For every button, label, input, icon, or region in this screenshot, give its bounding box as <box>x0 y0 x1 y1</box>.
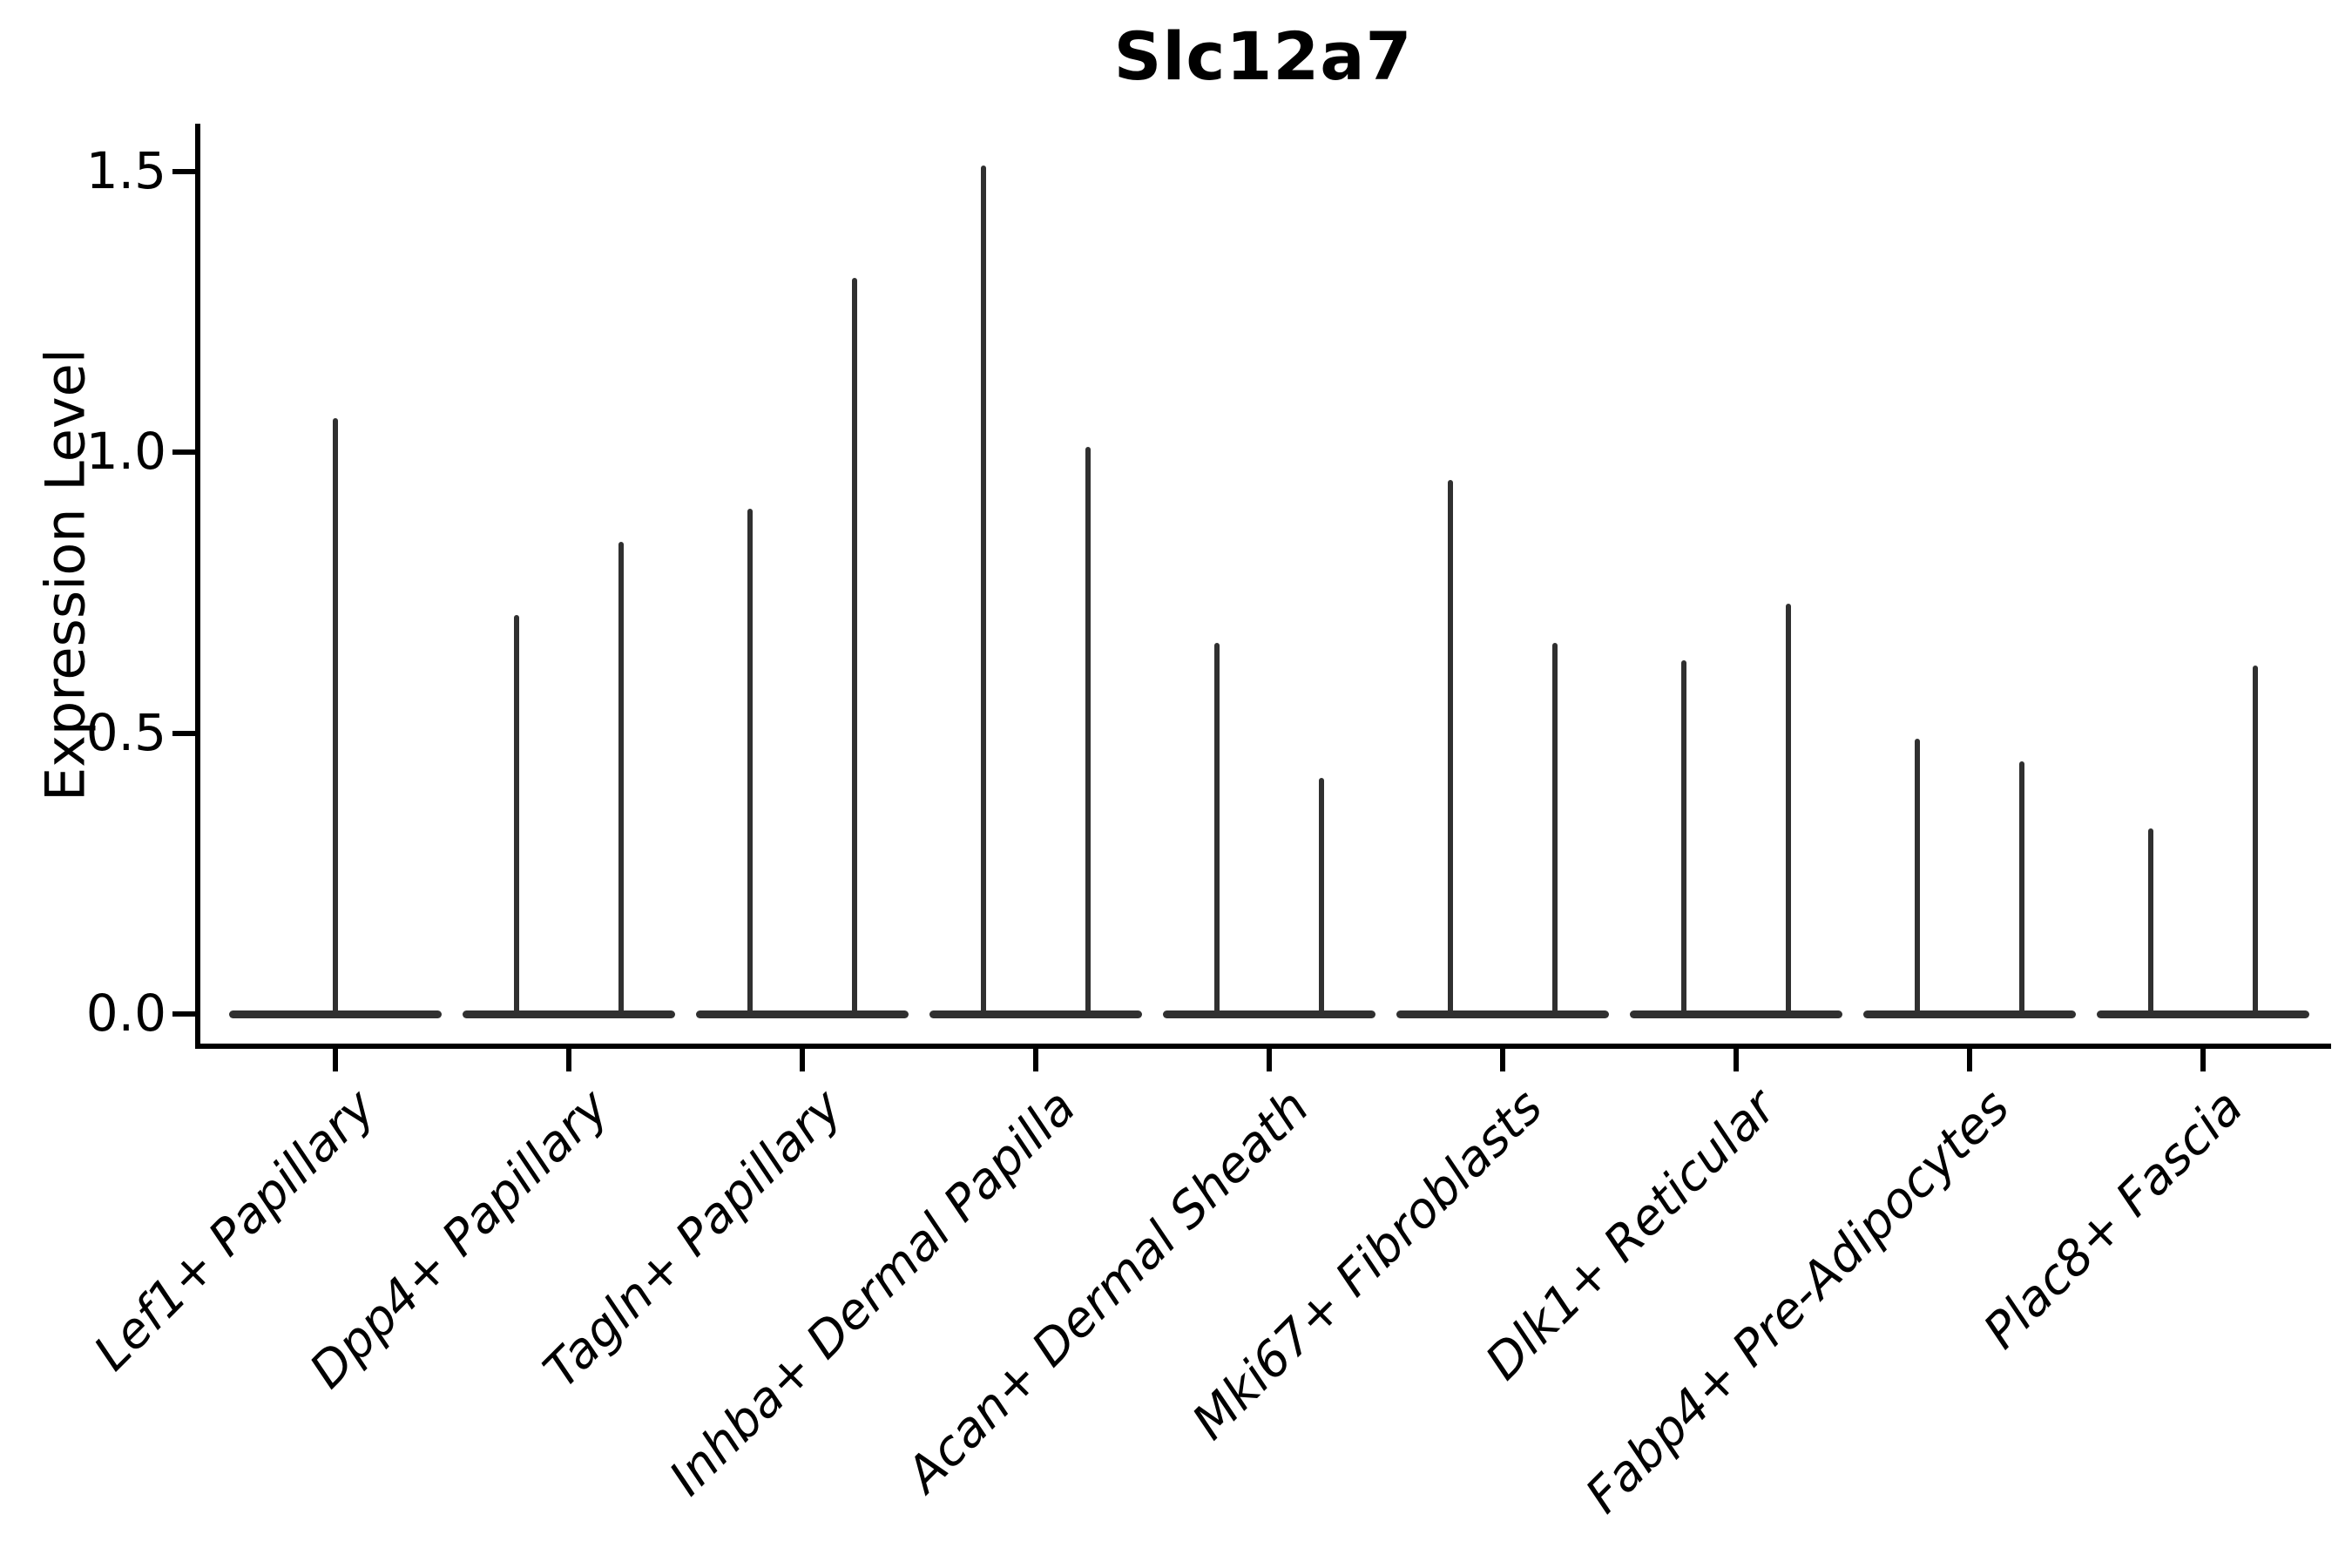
violin-spike <box>618 542 624 1018</box>
violin-spike <box>333 418 338 1018</box>
x-tick <box>1967 1049 1972 1071</box>
y-tick <box>172 1011 195 1017</box>
x-tick <box>1500 1049 1505 1071</box>
violin-base <box>1863 1010 2076 1018</box>
x-axis-line <box>195 1044 2331 1049</box>
violin-base <box>696 1010 909 1018</box>
violin-spike <box>1552 643 1558 1018</box>
chart-title: Slc12a7 <box>1113 17 1413 95</box>
violin-spike <box>1786 604 1791 1018</box>
y-tick-label: 0.5 <box>85 702 166 762</box>
violin-spike <box>981 166 986 1018</box>
violin-base <box>1396 1010 1609 1018</box>
x-tick <box>1033 1049 1038 1071</box>
violin-spike <box>1085 446 1091 1018</box>
x-tick <box>800 1049 805 1071</box>
y-tick-label: 0.0 <box>85 983 166 1043</box>
violin-spike <box>1915 738 1920 1018</box>
x-tick <box>1734 1049 1739 1071</box>
violin-spike <box>2148 828 2153 1018</box>
violin-base <box>2097 1010 2309 1018</box>
y-tick <box>172 449 195 455</box>
violin-spike <box>852 278 857 1018</box>
x-tick <box>333 1049 338 1071</box>
violin-spike <box>747 508 753 1018</box>
violin-base <box>1630 1010 1842 1018</box>
x-tick <box>2200 1049 2206 1071</box>
y-tick <box>172 168 195 174</box>
violin-spike <box>1681 659 1686 1018</box>
x-tick <box>1267 1049 1272 1071</box>
violin-spike <box>1319 778 1324 1018</box>
violin-spike <box>2253 666 2258 1018</box>
violin-base <box>463 1010 675 1018</box>
y-tick-label: 1.0 <box>85 422 166 481</box>
violin-base <box>929 1010 1142 1018</box>
violin-spike <box>1448 480 1453 1018</box>
violin-base <box>1163 1010 1375 1018</box>
y-axis-line <box>195 124 200 1049</box>
x-tick <box>566 1049 571 1071</box>
violin-spike <box>514 615 519 1018</box>
y-tick-label: 1.5 <box>85 140 166 200</box>
violin-spike <box>1214 643 1220 1018</box>
y-tick <box>172 730 195 736</box>
violin-spike <box>2019 760 2024 1018</box>
